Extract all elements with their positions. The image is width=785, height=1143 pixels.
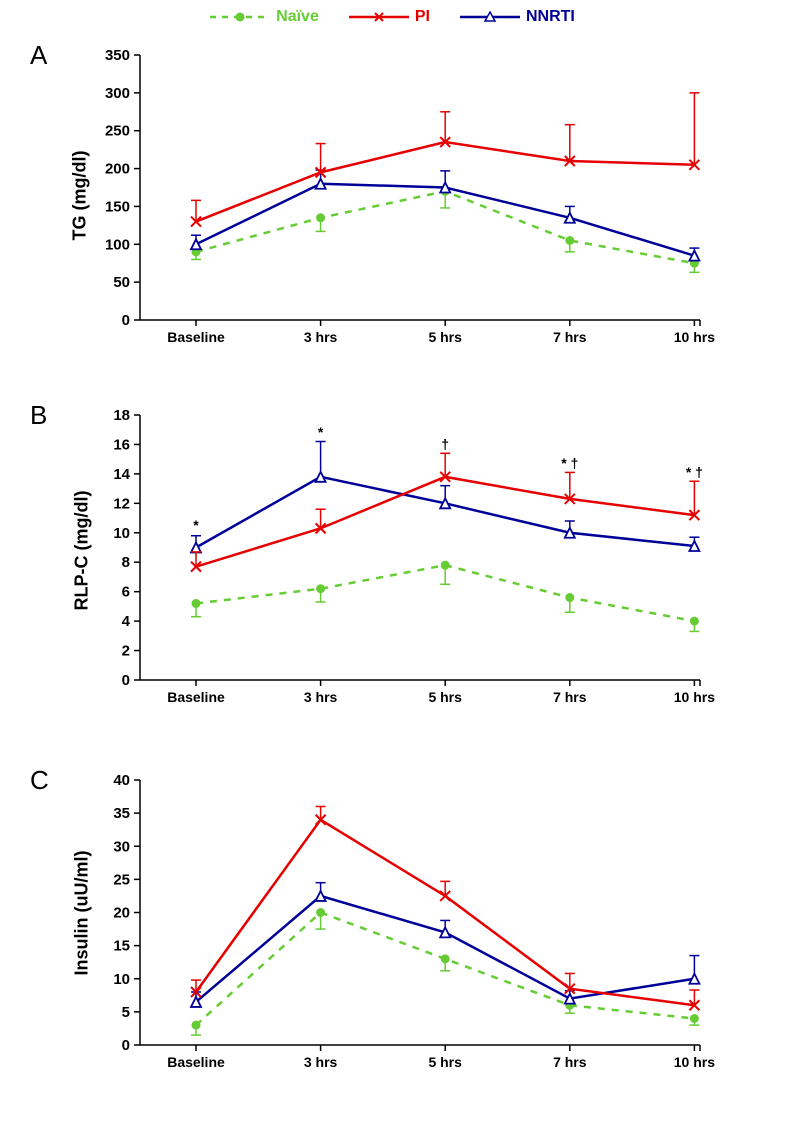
svg-text:25: 25 — [113, 871, 130, 888]
svg-text:5: 5 — [122, 1004, 130, 1021]
svg-text:35: 35 — [113, 805, 130, 822]
chart-panel-c: 0 5 10 15 20 25 30 35 40 Baseline 3 hrs 5 hrs 7 hrs 1… — [0, 0, 785, 1143]
svg-text:15: 15 — [113, 938, 130, 955]
svg-text:Baseline: Baseline — [167, 1054, 225, 1070]
svg-text:10 hrs: 10 hrs — [674, 1054, 715, 1070]
svg-text:10: 10 — [113, 971, 130, 988]
figure-root: Naïve PI NNRTI A B C TG ( — [0, 0, 785, 1143]
svg-text:30: 30 — [113, 838, 130, 855]
svg-text:20: 20 — [113, 905, 130, 922]
svg-text:0: 0 — [122, 1037, 130, 1054]
svg-text:3 hrs: 3 hrs — [304, 1054, 338, 1070]
svg-text:40: 40 — [113, 772, 130, 789]
svg-text:7 hrs: 7 hrs — [553, 1054, 587, 1070]
svg-text:5 hrs: 5 hrs — [428, 1054, 462, 1070]
